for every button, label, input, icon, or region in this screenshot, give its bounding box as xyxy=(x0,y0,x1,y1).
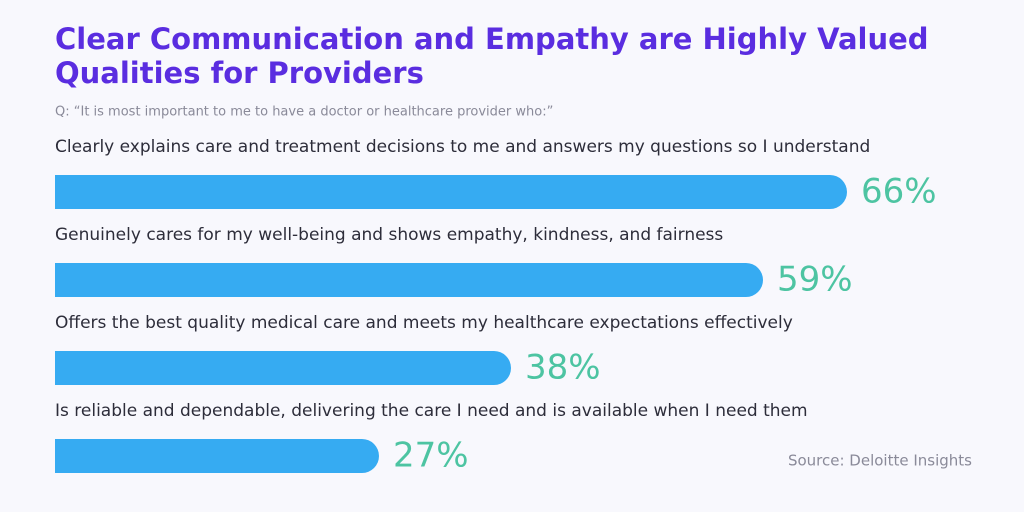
chart-title: Clear Communication and Empathy are High… xyxy=(55,22,929,90)
bar xyxy=(55,263,763,297)
category-label: Clearly explains care and treatment deci… xyxy=(55,137,870,157)
value-label: 38% xyxy=(525,348,601,388)
category-label: Offers the best quality medical care and… xyxy=(55,313,793,333)
bar xyxy=(55,351,511,385)
value-label: 27% xyxy=(393,436,469,476)
category-label: Is reliable and dependable, delivering t… xyxy=(55,401,808,421)
value-label: 66% xyxy=(861,172,937,212)
bar xyxy=(55,439,379,473)
category-label: Genuinely cares for my well-being and sh… xyxy=(55,225,723,245)
subtitle: Q: “It is most important to me to have a… xyxy=(55,105,553,120)
bar xyxy=(55,175,847,209)
value-label: 59% xyxy=(777,260,853,300)
source: Source: Deloitte Insights xyxy=(788,452,972,470)
